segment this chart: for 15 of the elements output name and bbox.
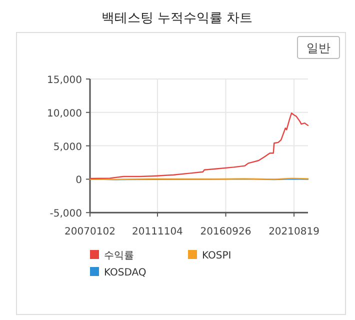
x-tick-label: 20111104 <box>132 226 183 238</box>
line-series <box>89 112 309 180</box>
x-tick-label: 20070102 <box>64 226 116 238</box>
legend-label: 수익률 <box>104 250 134 262</box>
y-tick-label: 15,000 <box>47 75 82 86</box>
y-tick-label: 10,000 <box>47 108 82 120</box>
x-tick-label: 20160926 <box>200 226 252 238</box>
x-tick-label: 20210819 <box>268 226 320 238</box>
legend-label: KOSDAQ <box>104 268 146 278</box>
y-tick-label: 0 <box>76 175 82 186</box>
button: 일반 <box>297 36 340 59</box>
y-tick-label: 5,000 <box>53 142 82 153</box>
y-tick-label: -5,000 <box>50 208 82 220</box>
legend-label: KOSPI <box>202 250 232 262</box>
title: 백테스팅 누적수익률 차트 <box>101 11 253 26</box>
